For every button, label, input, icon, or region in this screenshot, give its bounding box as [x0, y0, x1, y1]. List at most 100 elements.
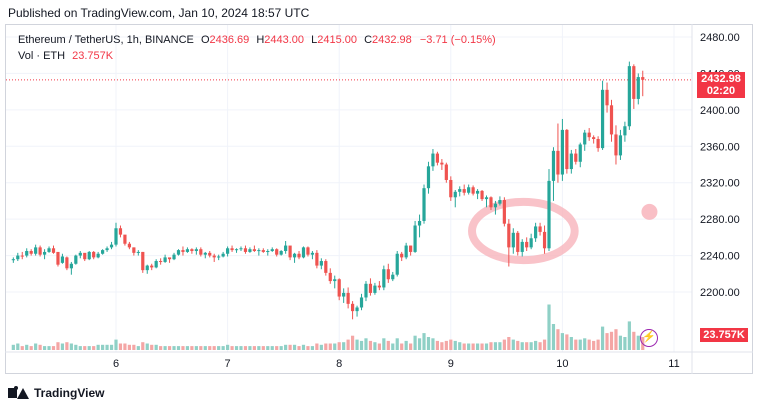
- volume-bar: [431, 338, 435, 350]
- symbol-name[interactable]: Ethereum / TetherUS, 1h, BINANCE: [18, 34, 194, 46]
- volume-bar: [123, 343, 127, 350]
- candle-body: [65, 257, 69, 269]
- volume-bar: [297, 346, 301, 350]
- candle-body: [507, 223, 511, 248]
- candle-body: [181, 250, 185, 252]
- volume-bar: [20, 346, 24, 350]
- candle-body: [337, 279, 341, 297]
- candle-body: [596, 139, 600, 149]
- candle-body: [127, 243, 131, 248]
- volume-bar: [266, 346, 270, 350]
- candle-body: [578, 144, 582, 162]
- volume-bar: [413, 335, 417, 350]
- volume-label[interactable]: Vol · ETH: [18, 50, 66, 62]
- volume-bar: [337, 342, 341, 350]
- volume-bar: [239, 346, 243, 350]
- annotation-dot: [641, 203, 658, 220]
- candle-body: [118, 228, 123, 235]
- candle-body: [377, 285, 381, 288]
- volume-bar: [203, 346, 207, 350]
- volume-value: 23.757K: [72, 50, 114, 62]
- candle-body: [29, 251, 33, 254]
- volume-bar: [118, 343, 123, 350]
- candle-body: [190, 249, 194, 252]
- volume-bar: [234, 346, 239, 350]
- volume-bar: [395, 338, 399, 350]
- candle-body: [176, 250, 181, 255]
- volume-bar: [565, 334, 569, 350]
- volume-bar: [132, 344, 136, 350]
- volume-bar: [275, 346, 279, 350]
- candle-body: [69, 263, 73, 269]
- candle-body: [529, 238, 533, 248]
- volume-bar: [288, 344, 292, 350]
- candle-body: [248, 249, 252, 252]
- candle-body: [324, 261, 328, 273]
- candle-body: [226, 248, 230, 254]
- candle-body: [391, 274, 395, 280]
- candle-body: [565, 129, 569, 170]
- volume-bar: [502, 339, 506, 350]
- volume-bar: [592, 340, 596, 350]
- candle-body: [605, 89, 609, 106]
- lightning-icon[interactable]: ⚡: [640, 329, 658, 347]
- candle-body: [641, 77, 645, 80]
- candle-body: [301, 247, 306, 258]
- candle-body: [525, 241, 529, 248]
- volume-bar: [181, 346, 185, 350]
- candle-body: [96, 253, 100, 258]
- chart-legend: Ethereum / TetherUS, 1h, BINANCE O2436.6…: [18, 32, 496, 64]
- volume-bar: [38, 344, 42, 350]
- volume-bar: [475, 343, 480, 350]
- candle-body: [511, 232, 515, 248]
- candle-body: [51, 248, 56, 253]
- volume-bar: [627, 321, 631, 350]
- candle-body: [270, 249, 274, 252]
- candle-body: [551, 150, 556, 181]
- volume-bar: [172, 346, 176, 350]
- volume-bar: [435, 340, 440, 350]
- volume-bar: [185, 346, 190, 350]
- volume-bar: [350, 335, 355, 350]
- volume-bar: [462, 343, 466, 350]
- volume-bar: [34, 343, 38, 350]
- last-price-tag: 2432.98 02:20: [697, 72, 745, 98]
- volume-bar: [453, 340, 457, 350]
- volume-bar: [319, 344, 323, 350]
- volume-bar: [11, 344, 15, 350]
- volume-bar: [105, 344, 109, 350]
- y-tick-label: 2480.00: [700, 32, 740, 44]
- candle-body: [123, 234, 127, 244]
- candle-body: [373, 285, 377, 293]
- volume-bar: [493, 342, 498, 350]
- volume-bar: [270, 346, 274, 350]
- candle-body: [38, 247, 42, 255]
- candle-body: [252, 249, 256, 252]
- candle-body: [556, 150, 560, 175]
- volume-bar: [551, 324, 556, 350]
- volume-bar: [636, 335, 640, 350]
- change-value: −3.71 (−0.15%): [419, 34, 496, 46]
- volume-bar: [511, 339, 515, 350]
- candle-body: [167, 257, 172, 260]
- volume-bar: [154, 344, 158, 350]
- volume-bar: [176, 346, 181, 350]
- volume-bar: [386, 340, 390, 350]
- candle-body: [56, 251, 60, 265]
- volume-bar: [69, 343, 73, 350]
- candle-body: [386, 269, 390, 280]
- candle-body: [542, 231, 547, 249]
- volume-bar: [47, 346, 51, 350]
- candle-body: [409, 245, 413, 252]
- candle-body: [257, 250, 261, 252]
- candle-body: [458, 189, 462, 192]
- candle-body: [109, 244, 114, 248]
- candle-body: [355, 307, 359, 312]
- candle-body: [592, 137, 596, 139]
- volume-bar: [596, 339, 600, 350]
- volume-bar: [498, 342, 502, 350]
- candle-body: [221, 253, 225, 257]
- volume-bar: [364, 338, 368, 350]
- volume-bar: [382, 338, 386, 350]
